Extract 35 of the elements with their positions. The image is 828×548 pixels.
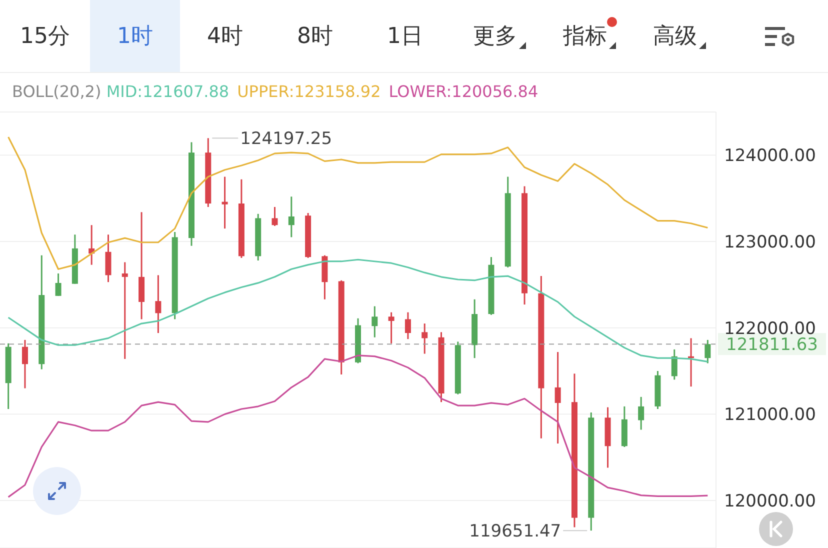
line-series (8, 354, 708, 498)
candlestick (704, 339, 711, 364)
text: 1日 (387, 23, 423, 51)
candlestick (155, 274, 162, 334)
text: 4时 (207, 23, 243, 51)
candlestick (22, 339, 28, 390)
annotation: 119651.47 (469, 522, 562, 542)
text: 高级 (653, 23, 697, 51)
text: 1时 (117, 23, 153, 51)
text: UPPER:123158.92 (237, 82, 381, 101)
candlestick (422, 322, 428, 354)
y-tick-label: 124000.00 (724, 146, 816, 166)
y-tick-label: 120000.00 (724, 492, 816, 512)
y-tick-label: 121000.00 (724, 405, 816, 426)
candlestick (288, 196, 294, 238)
annotation: 124197.25 (240, 129, 332, 150)
text: LOWER:120056.84 (388, 82, 538, 101)
candlestick (55, 272, 62, 297)
candlestick (272, 206, 278, 227)
text: 指标 (563, 23, 607, 51)
candlestick (122, 261, 128, 360)
candlestick (404, 312, 411, 340)
candlestick (388, 312, 394, 344)
text: 8时 (297, 23, 333, 51)
y-tick-label: 123000.00 (724, 232, 816, 253)
text: 更多 (473, 23, 517, 51)
candlestick (638, 396, 644, 430)
text: 15分 (20, 23, 70, 51)
candlestick (554, 351, 561, 444)
candlestick (105, 234, 112, 283)
legend-title: BOLL(20,2) (12, 82, 102, 101)
candlestick (222, 176, 228, 230)
text: MID:121607.88 (106, 82, 230, 101)
candlestick (671, 348, 678, 380)
candlestick (372, 306, 378, 338)
